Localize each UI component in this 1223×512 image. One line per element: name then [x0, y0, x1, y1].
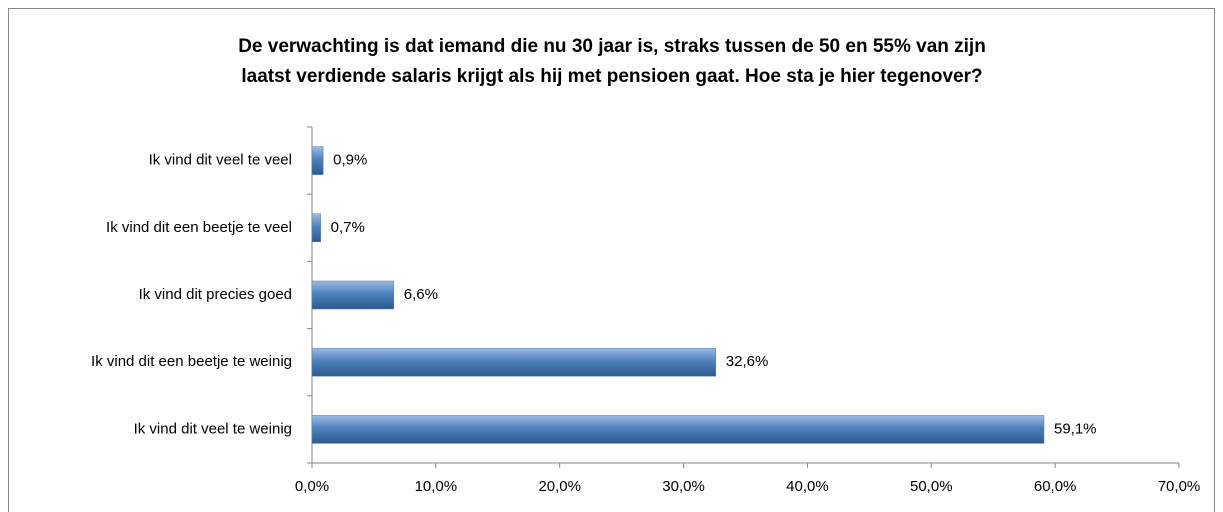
x-tick-label: 70,0% — [1158, 478, 1201, 495]
value-label: 0,9% — [333, 152, 367, 169]
y-tick-label: Ik vind dit precies goed — [139, 286, 292, 303]
x-tick-label: 10,0% — [415, 478, 458, 495]
chart-title: De verwachting is dat iemand die nu 30 j… — [238, 36, 986, 57]
bar — [311, 347, 717, 377]
bar — [311, 213, 321, 243]
chart-title: laatst verdiende salaris krijgt als hij … — [241, 66, 982, 87]
bar — [311, 280, 394, 310]
y-tick-label: Ik vind dit veel te veel — [149, 152, 292, 169]
x-tick-label: 20,0% — [538, 478, 581, 495]
y-tick-label: Ik vind dit een beetje te veel — [106, 219, 292, 236]
value-label: 32,6% — [726, 353, 769, 370]
x-tick-label: 50,0% — [910, 478, 953, 495]
x-tick-label: 0,0% — [295, 478, 329, 495]
value-label: 6,6% — [404, 286, 438, 303]
y-tick-label: Ik vind dit een beetje te weinig — [91, 353, 292, 370]
bar — [311, 146, 324, 175]
bar — [311, 415, 1045, 444]
x-tick-label: 60,0% — [1034, 478, 1077, 495]
x-tick-label: 30,0% — [662, 478, 705, 495]
value-label: 0,7% — [331, 219, 365, 236]
value-label: 59,1% — [1054, 420, 1097, 437]
x-tick-label: 40,0% — [786, 478, 829, 495]
y-tick-label: Ik vind dit veel te weinig — [134, 420, 292, 437]
